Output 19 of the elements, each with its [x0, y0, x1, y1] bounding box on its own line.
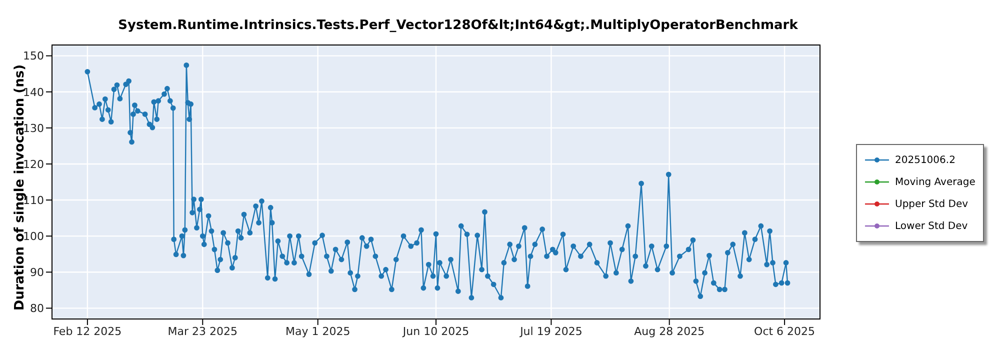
y-tick-label: 90 — [30, 266, 44, 280]
x-tick-label: Oct 6 2025 — [754, 324, 816, 338]
legend-label: Upper Std Dev — [895, 198, 968, 210]
y-tick-label: 100 — [23, 230, 44, 243]
legend-label: 20251006.2 — [895, 154, 956, 166]
x-tick-label: Aug 28 2025 — [634, 324, 705, 338]
y-tick-label: 120 — [23, 158, 44, 171]
x-tick-label: Jul 19 2025 — [519, 324, 582, 338]
y-tick-label: 80 — [30, 302, 44, 316]
legend-label: Lower Std Dev — [895, 220, 968, 232]
y-tick-label: 150 — [23, 50, 44, 63]
y-tick-label: 140 — [23, 86, 44, 99]
y-tick-label: 130 — [23, 122, 44, 135]
chart-title: System.Runtime.Intrinsics.Tests.Perf_Vector128Of&lt;Int64&gt;.MultiplyOperatorBenchmark — [117, 18, 799, 33]
legend-label: Moving Average — [895, 176, 976, 188]
x-tick-label: May 1 2025 — [285, 324, 350, 338]
x-tick-label: Feb 12 2025 — [53, 324, 122, 338]
x-tick-label: Mar 23 2025 — [168, 324, 238, 338]
x-tick-label: Jun 10 2025 — [402, 324, 470, 338]
